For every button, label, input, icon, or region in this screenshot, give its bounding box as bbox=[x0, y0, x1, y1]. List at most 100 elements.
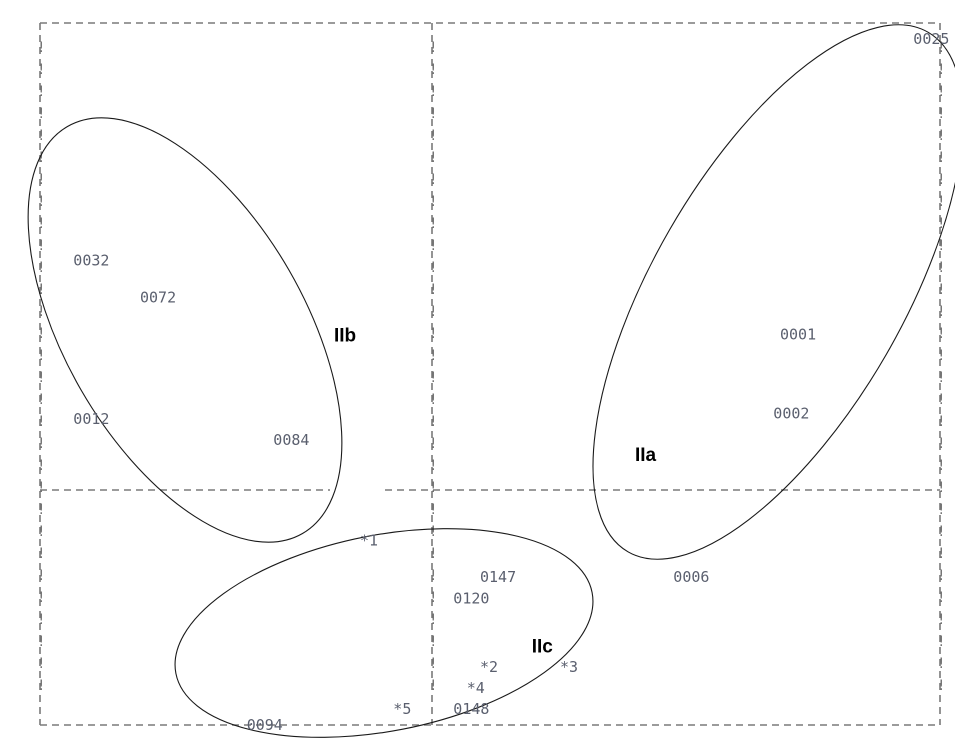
frame-tick: ! bbox=[429, 568, 437, 584]
point-0148: 0148 bbox=[453, 700, 489, 718]
frame-tick: ! bbox=[37, 502, 45, 518]
point-0120: 0120 bbox=[453, 589, 489, 607]
frame-tick: ! bbox=[429, 282, 437, 298]
frame-tick: ! bbox=[429, 84, 437, 100]
point-star-1: *1 bbox=[360, 531, 378, 549]
frame-tick: ! bbox=[429, 106, 437, 122]
frame-tick: ! bbox=[37, 612, 45, 628]
frame-tick: ! bbox=[429, 348, 437, 364]
frame-tick: ! bbox=[937, 40, 945, 56]
frame-tick: ! bbox=[429, 634, 437, 650]
frame-tick: ! bbox=[937, 128, 945, 144]
frame-tick: ! bbox=[37, 458, 45, 474]
frame-tick: ! bbox=[937, 326, 945, 342]
frame-tick: ! bbox=[429, 194, 437, 210]
frame-tick: ! bbox=[37, 480, 45, 496]
frame-tick: ! bbox=[37, 568, 45, 584]
group-iib-ellipse bbox=[27, 117, 343, 543]
frame-tick: ! bbox=[429, 436, 437, 452]
frame-tick: ! bbox=[37, 238, 45, 254]
frame-tick: ! bbox=[429, 612, 437, 628]
frame-tick: ! bbox=[37, 194, 45, 210]
frame-tick: ! bbox=[429, 40, 437, 56]
frame-tick: ! bbox=[37, 678, 45, 694]
frame-tick: ! bbox=[37, 634, 45, 650]
frame-tick: ! bbox=[937, 238, 945, 254]
frame-tick: ! bbox=[429, 326, 437, 342]
frame-tick: ! bbox=[429, 172, 437, 188]
frame-tick: ! bbox=[37, 524, 45, 540]
frame-tick: ! bbox=[937, 392, 945, 408]
frame-tick: ! bbox=[429, 502, 437, 518]
point-0001: 0001 bbox=[780, 325, 816, 343]
group-label-iib: IIb bbox=[334, 325, 356, 346]
frame-tick: ! bbox=[429, 150, 437, 166]
group-label-iic: IIc bbox=[532, 637, 554, 658]
frame-tick: ! bbox=[937, 106, 945, 122]
point-star-5: *5 bbox=[393, 700, 411, 718]
point-star-4: *4 bbox=[467, 679, 485, 697]
frame-tick: ! bbox=[37, 172, 45, 188]
frame-tick: ! bbox=[37, 326, 45, 342]
frame-tick: ! bbox=[937, 370, 945, 386]
point-0072: 0072 bbox=[140, 289, 176, 307]
frame-tick: ! bbox=[37, 392, 45, 408]
frame-tick: ! bbox=[429, 62, 437, 78]
frame-tick: ! bbox=[937, 590, 945, 606]
point-0094: 0094 bbox=[247, 716, 283, 734]
frame-tick: ! bbox=[37, 282, 45, 298]
frame-tick: ! bbox=[937, 304, 945, 320]
frame-tick: ! bbox=[429, 392, 437, 408]
frame-tick: ! bbox=[937, 62, 945, 78]
frame-tick: ! bbox=[37, 40, 45, 56]
frame-tick: ! bbox=[37, 546, 45, 562]
frame-tick: ! bbox=[429, 216, 437, 232]
frame-tick: ! bbox=[429, 128, 437, 144]
frame-tick: ! bbox=[429, 480, 437, 496]
frame-tick: ! bbox=[937, 282, 945, 298]
group-iic-ellipse bbox=[174, 528, 594, 738]
frame-tick: ! bbox=[937, 502, 945, 518]
frame-tick: ! bbox=[937, 656, 945, 672]
data-points: 0032 0072 0012 0084 *1 0025 0001 0002 0006 0147 01… bbox=[73, 30, 949, 734]
frame-tick: ! bbox=[37, 436, 45, 452]
frame-tick: ! bbox=[937, 568, 945, 584]
frame-tick: ! bbox=[937, 260, 945, 276]
point-0006: 0006 bbox=[673, 568, 709, 586]
frame-tick: ! bbox=[37, 106, 45, 122]
frame-tick: ! bbox=[937, 194, 945, 210]
frame-tick: ! bbox=[937, 458, 945, 474]
frame-tick: ! bbox=[37, 216, 45, 232]
frame-tick: ! bbox=[937, 436, 945, 452]
frame-tick: ! bbox=[37, 348, 45, 364]
point-0147: 0147 bbox=[480, 568, 516, 586]
frame-tick: ! bbox=[429, 546, 437, 562]
group-iia-ellipse bbox=[592, 24, 955, 560]
point-0002: 0002 bbox=[773, 405, 809, 423]
frame-tick: ! bbox=[37, 260, 45, 276]
frame-tick: ! bbox=[937, 150, 945, 166]
frame-tick: ! bbox=[429, 304, 437, 320]
frame-tick: ! bbox=[429, 414, 437, 430]
frame-tick: ! bbox=[937, 480, 945, 496]
frame-tick: ! bbox=[37, 62, 45, 78]
frame-tick: ! bbox=[429, 524, 437, 540]
point-star-2: *2 bbox=[480, 658, 498, 676]
frame-tick: ! bbox=[429, 678, 437, 694]
frame-tick: ! bbox=[37, 150, 45, 166]
group-label-iia: IIa bbox=[635, 445, 657, 466]
frame-tick: ! bbox=[37, 304, 45, 320]
frame-tick: ! bbox=[429, 590, 437, 606]
plot-frame bbox=[39, 22, 941, 726]
group-labels: IIb IIa IIc bbox=[334, 325, 657, 657]
frame-tick: ! bbox=[429, 238, 437, 254]
point-0025: 0025 bbox=[913, 30, 949, 48]
frame-tick: ! bbox=[37, 128, 45, 144]
frame-tick: ! bbox=[37, 656, 45, 672]
frame-tick: ! bbox=[37, 84, 45, 100]
frame-tick: ! bbox=[37, 370, 45, 386]
frame-tick: ! bbox=[429, 656, 437, 672]
frame-tick: ! bbox=[937, 634, 945, 650]
